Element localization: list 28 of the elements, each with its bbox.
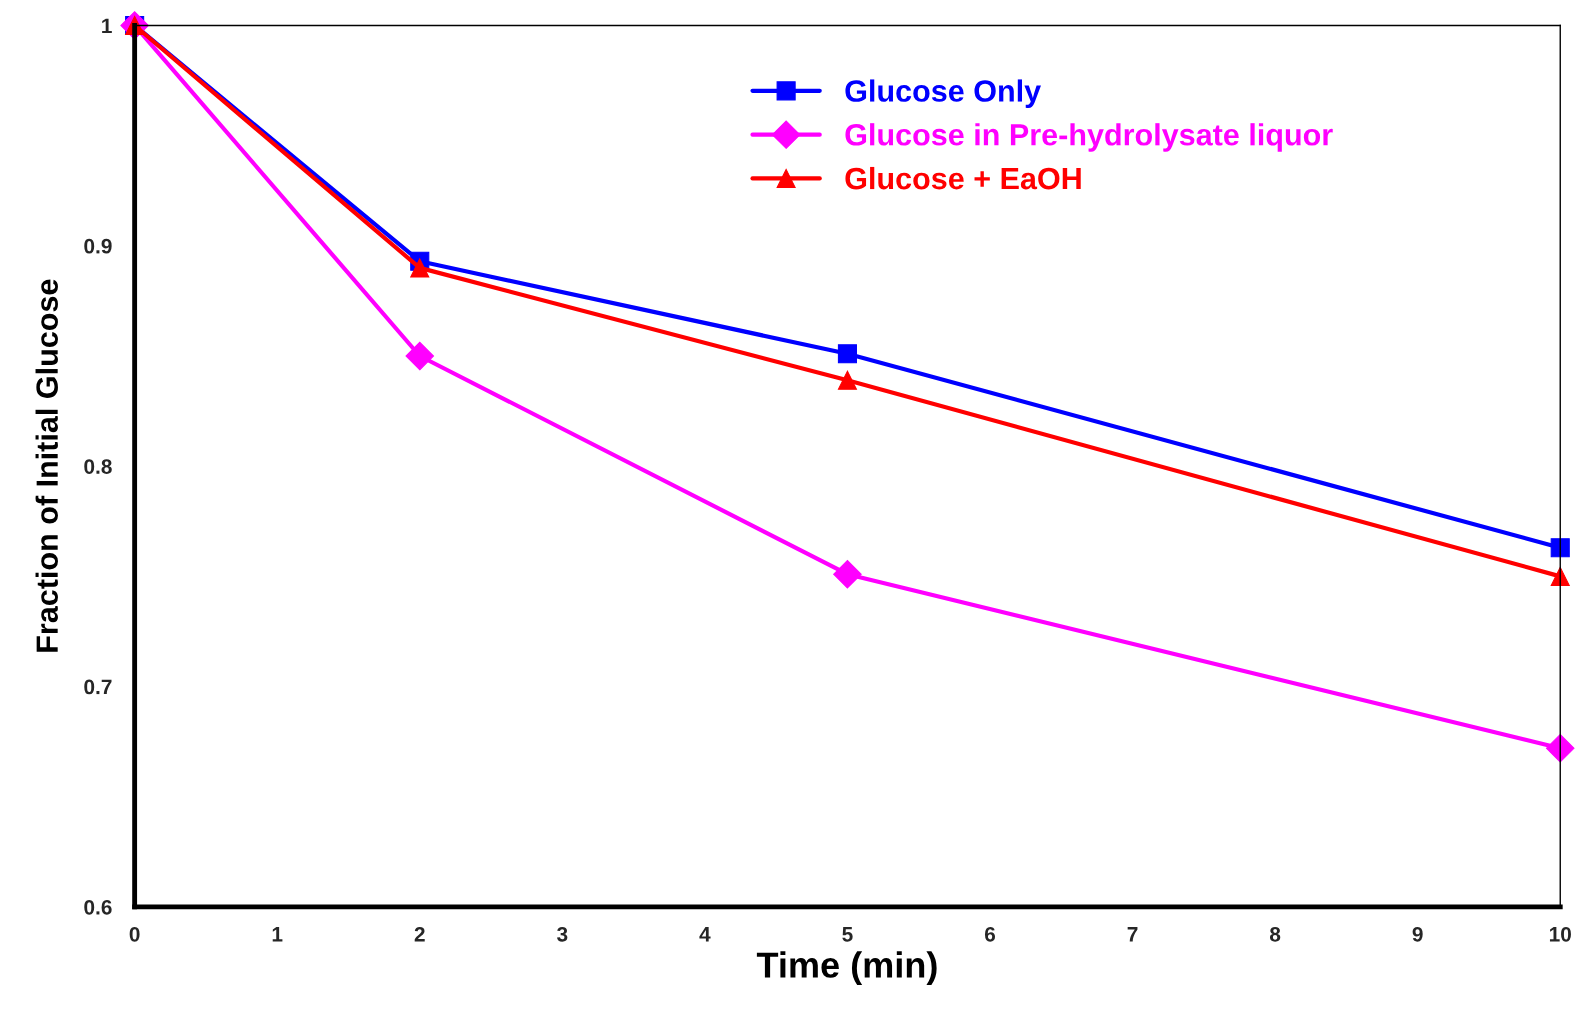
point xyxy=(1550,538,1570,558)
x-tick-label: 3 xyxy=(557,926,568,942)
x-tick-label: 4 xyxy=(699,927,711,942)
point xyxy=(1545,733,1575,763)
x-tick-label: 6 xyxy=(984,926,996,942)
x-tick-label: 7 xyxy=(1127,927,1138,942)
legend-label: Glucose Only xyxy=(845,79,1041,108)
x-tick-label: 8 xyxy=(1269,926,1281,942)
y-tick-label: 0.8 xyxy=(84,459,112,474)
y-tick-label: 1 xyxy=(102,18,112,34)
point xyxy=(405,341,435,371)
legend-label: Glucose in Pre-hydrolysate liquor xyxy=(845,123,1333,152)
x-tick-label: 9 xyxy=(1412,926,1423,942)
y-tick-label: 0.9 xyxy=(84,238,112,254)
point xyxy=(837,344,857,364)
legend-label: Glucose + EaOH xyxy=(845,166,1081,190)
x-tick-label: 2 xyxy=(414,926,425,942)
x-tick-label: 10 xyxy=(1549,926,1571,942)
x-tick-label: 5 xyxy=(842,927,853,942)
point xyxy=(410,258,430,278)
x-axis-title: Time (min) xyxy=(756,951,937,985)
x-tick-label: 1 xyxy=(272,927,283,942)
point xyxy=(837,370,857,390)
y-tick-label: 0.6 xyxy=(84,899,112,915)
x-tick-label: 0 xyxy=(129,926,140,942)
y-tick-label: 0.7 xyxy=(84,679,112,695)
point xyxy=(833,559,862,589)
y-axis-title: Fraction of Initial Glucose xyxy=(35,279,58,652)
